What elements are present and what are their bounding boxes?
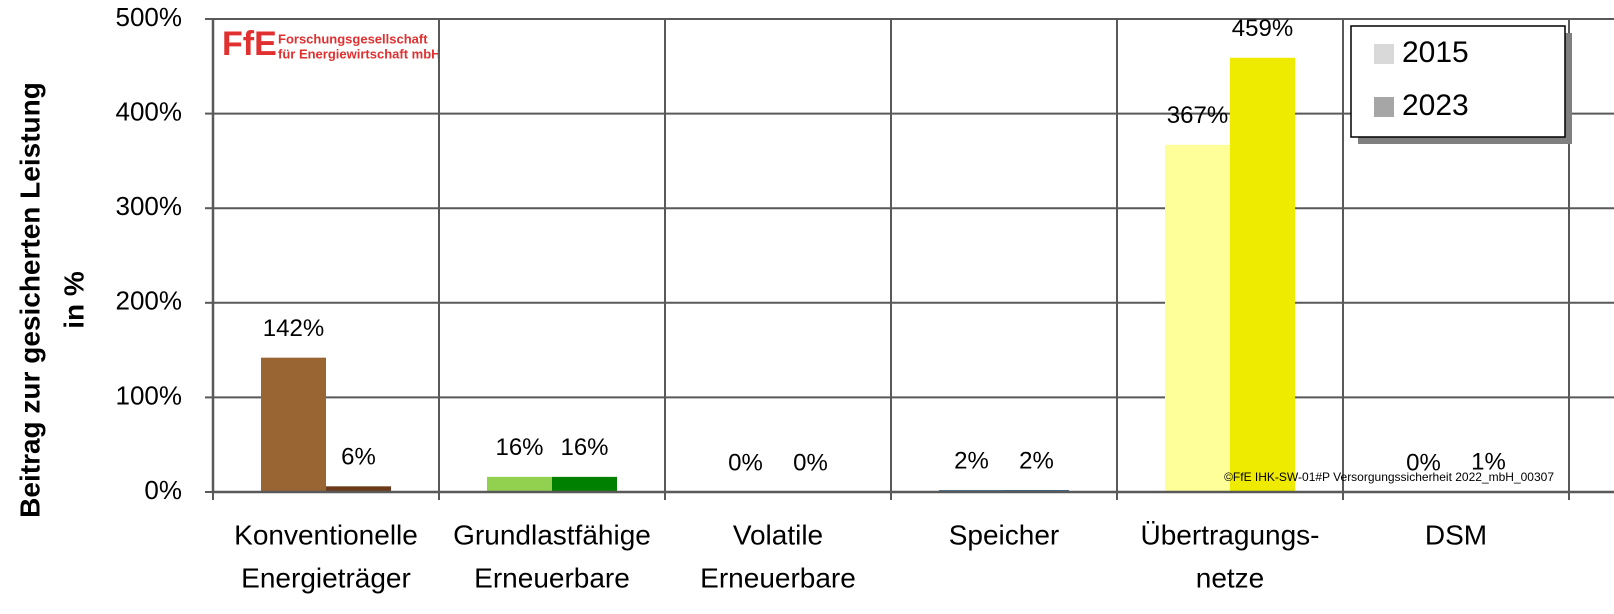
x-tick-label: Speicher [949,519,1060,550]
data-label: 6% [341,444,376,471]
legend-swatch [1374,97,1394,117]
y-tick-label: 300% [116,191,183,221]
logo-mark: FfE [222,25,277,63]
data-label: 2% [954,447,989,474]
y-tick-label: 0% [144,475,182,505]
legend-label: 2023 [1402,89,1469,122]
y-axis-label: Beitrag zur gesicherten Leistung [14,82,45,518]
bar [552,476,617,492]
data-label: 2% [1019,447,1054,474]
data-label: 16% [560,434,608,461]
data-label: 367% [1167,102,1228,129]
legend-swatch [1374,44,1394,64]
data-label: 0% [1406,449,1441,476]
bar [1165,144,1230,492]
x-tick-label: DSM [1425,519,1487,550]
bar [1230,57,1295,492]
y-tick-label: 500% [116,2,183,32]
x-tick-label: Übertragungs- [1141,519,1320,550]
data-label: 142% [263,315,324,342]
bar [261,357,326,492]
data-label: 1% [1471,448,1506,475]
legend-label: 2015 [1402,36,1469,69]
bar [326,486,391,492]
x-tick-label: Grundlastfähige [453,519,651,550]
x-tick-label: Energieträger [241,562,411,593]
y-tick-label: 400% [116,96,183,126]
logo-text: Forschungsgesellschaft [278,31,428,46]
x-tick-label: Volatile [733,519,823,550]
x-tick-label: Konventionelle [234,519,418,550]
data-label: 0% [793,449,828,476]
x-tick-label: Erneuerbare [474,562,630,593]
data-label: 16% [495,434,543,461]
data-label: 459% [1232,15,1293,42]
y-axis-label: in % [58,271,89,329]
data-label: 0% [728,449,763,476]
x-tick-label: netze [1196,562,1265,593]
note: ©FfE IHK-SW-01#P Versorgungssicherheit 2… [1224,470,1554,484]
y-tick-label: 200% [116,286,183,316]
y-tick-label: 100% [116,380,183,410]
logo-text: für Energiewirtschaft mbH [278,46,441,61]
bar [487,476,552,492]
x-tick-label: Erneuerbare [700,562,856,593]
